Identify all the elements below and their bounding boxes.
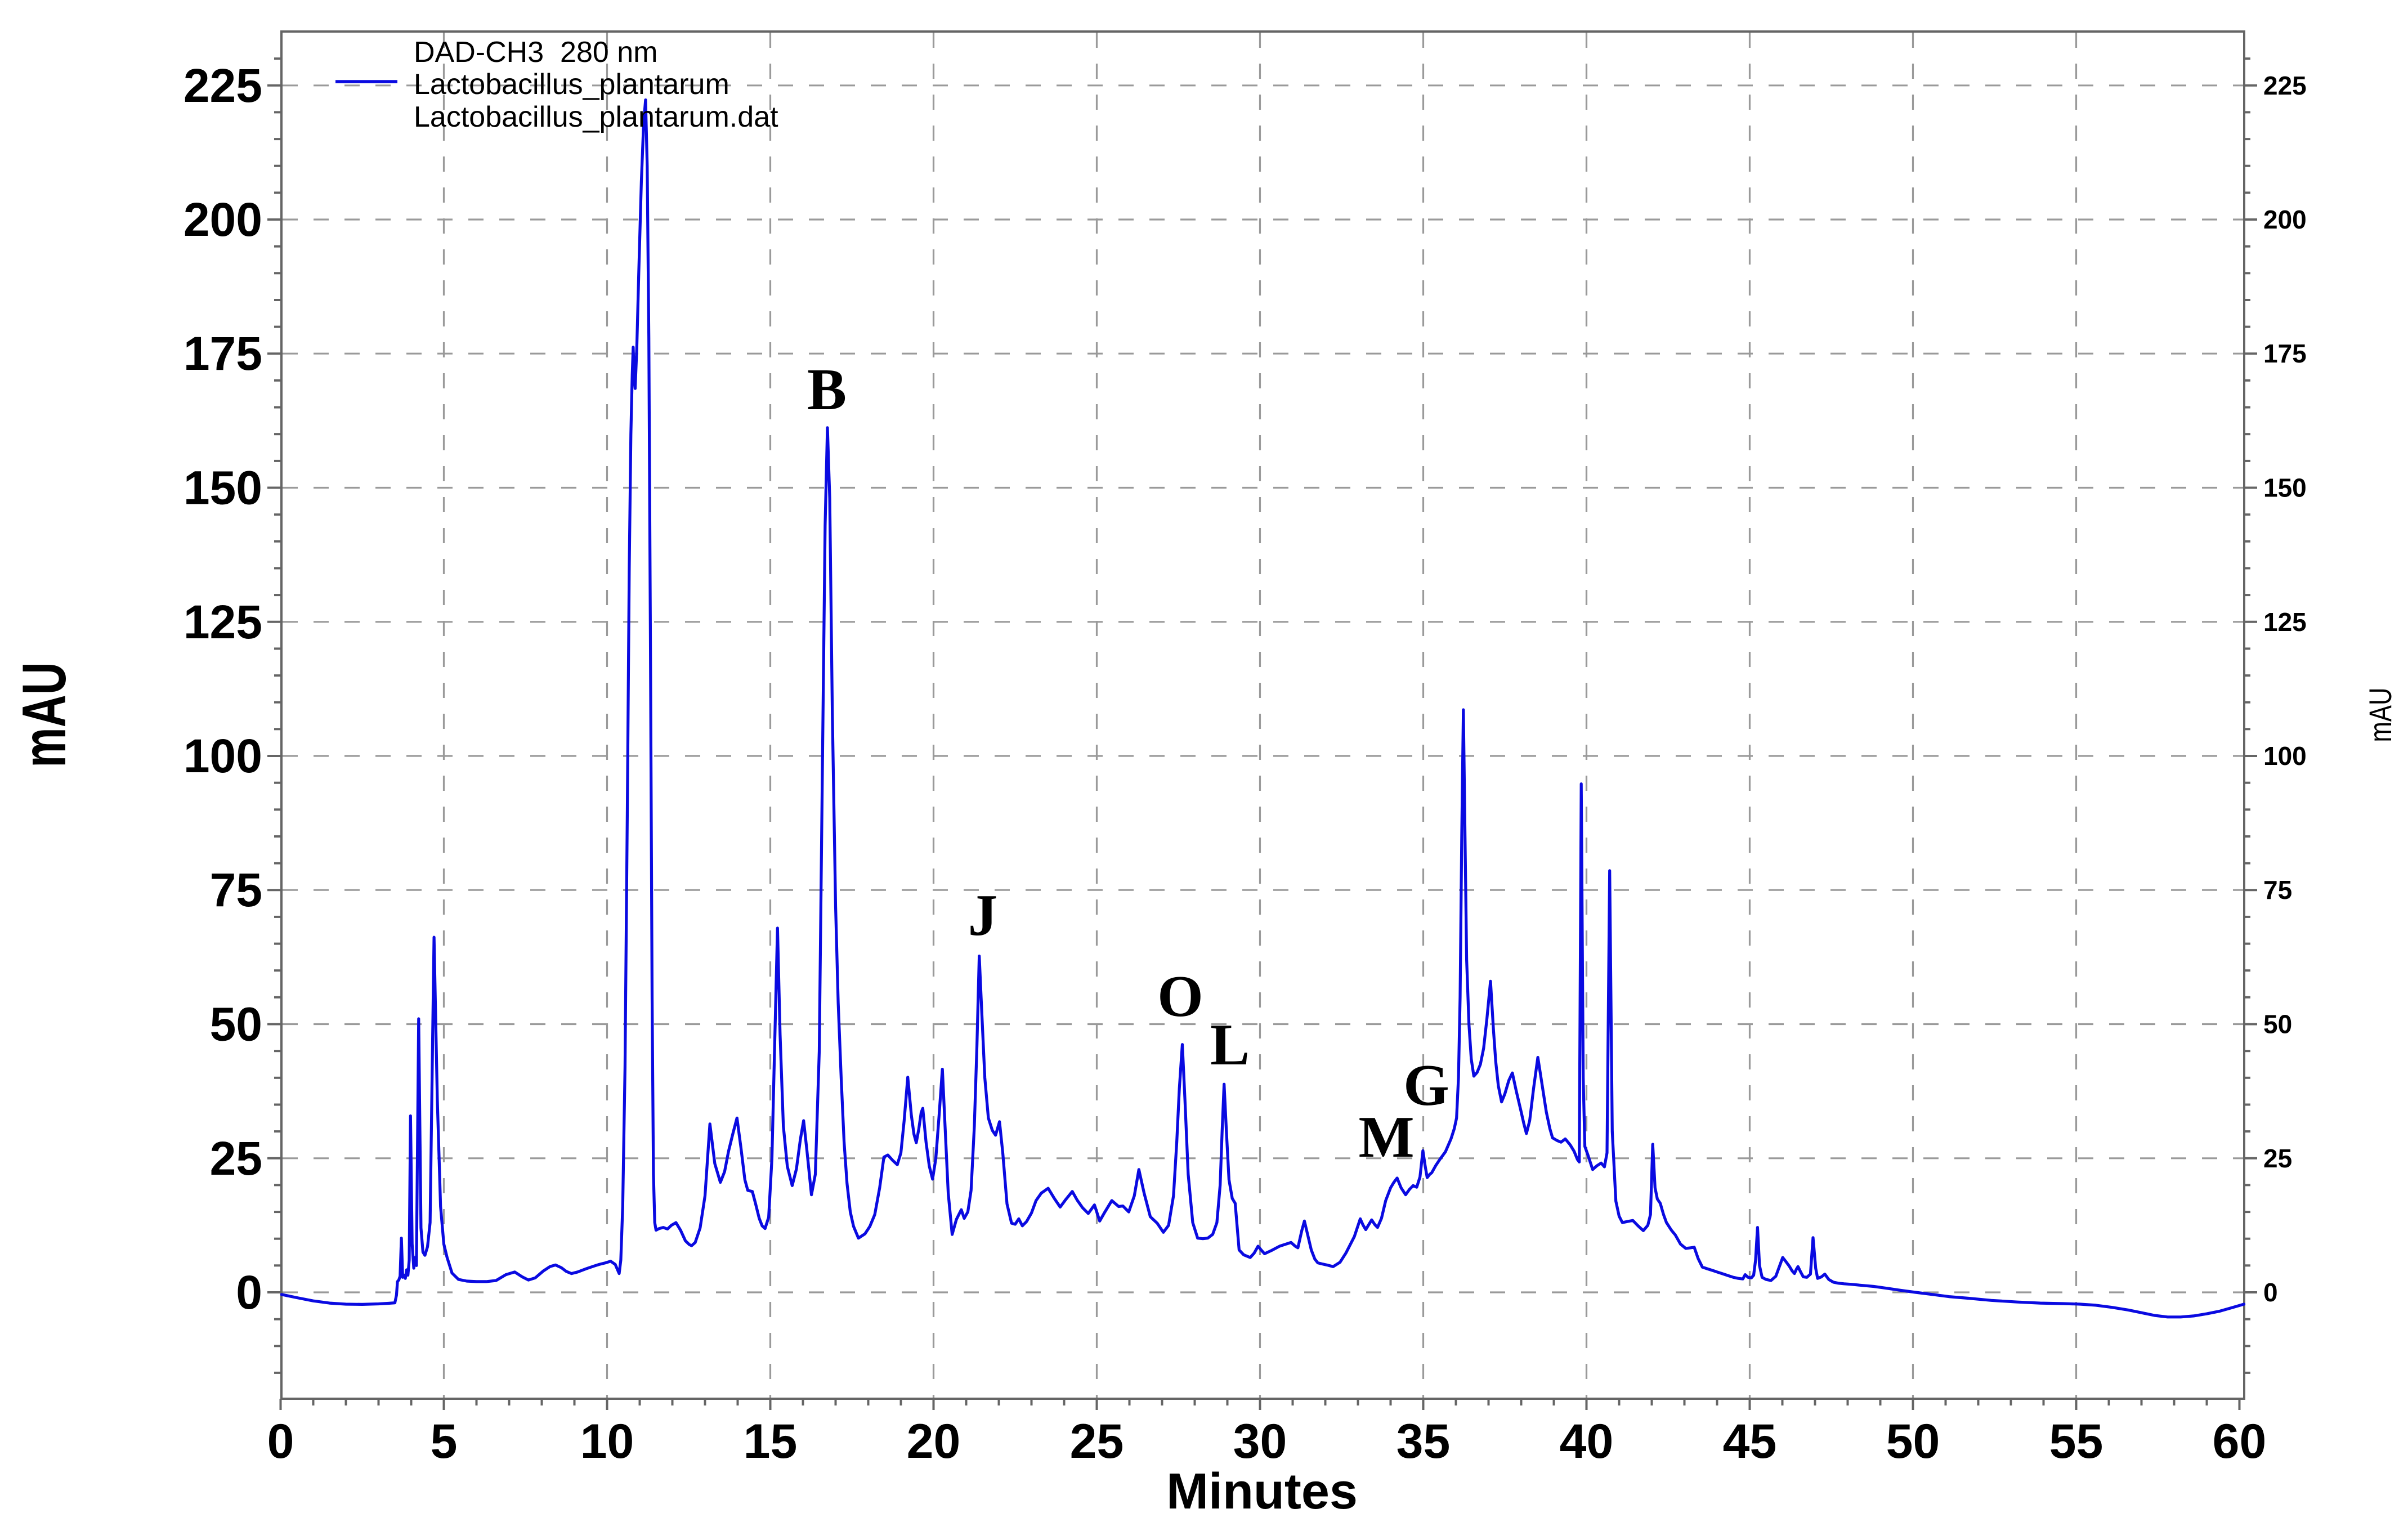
svg-text:mAU: mAU (10, 662, 79, 767)
svg-text:225: 225 (2263, 71, 2307, 100)
svg-text:50: 50 (210, 998, 262, 1051)
svg-text:Lactobacillus_plantarum: Lactobacillus_plantarum (414, 68, 729, 101)
svg-text:225: 225 (183, 59, 262, 112)
svg-text:75: 75 (210, 863, 262, 916)
svg-text:100: 100 (183, 729, 262, 782)
svg-text:20: 20 (907, 1414, 961, 1469)
svg-text:50: 50 (1886, 1414, 1940, 1469)
svg-text:Lactobacillus_plantarum.dat: Lactobacillus_plantarum.dat (414, 101, 778, 133)
svg-text:175: 175 (183, 327, 262, 380)
svg-text:0: 0 (236, 1266, 262, 1319)
svg-text:150: 150 (2263, 473, 2307, 503)
svg-text:40: 40 (1560, 1414, 1614, 1469)
svg-text:55: 55 (2049, 1414, 2103, 1469)
svg-text:M: M (1358, 1104, 1414, 1170)
svg-text:0: 0 (2263, 1278, 2278, 1307)
svg-text:200: 200 (2263, 205, 2307, 234)
svg-text:B: B (807, 356, 847, 422)
svg-text:60: 60 (2213, 1414, 2267, 1469)
svg-text:15: 15 (744, 1414, 798, 1469)
svg-text:G: G (1403, 1052, 1449, 1118)
svg-text:75: 75 (2263, 875, 2292, 905)
svg-text:50: 50 (2263, 1010, 2292, 1039)
svg-text:5: 5 (431, 1414, 458, 1469)
svg-text:25: 25 (1070, 1414, 1124, 1469)
svg-text:175: 175 (2263, 339, 2307, 368)
svg-text:DAD-CH3 280 nm: DAD-CH3 280 nm (414, 36, 657, 69)
svg-text:J: J (968, 882, 998, 948)
svg-text:25: 25 (210, 1132, 262, 1185)
svg-text:Minutes: Minutes (1166, 1463, 1358, 1520)
svg-text:45: 45 (1723, 1414, 1777, 1469)
svg-text:0: 0 (267, 1414, 294, 1469)
svg-text:mAU: mAU (2363, 687, 2398, 742)
svg-text:150: 150 (183, 462, 262, 514)
svg-text:30: 30 (1233, 1414, 1287, 1469)
svg-text:O: O (1157, 963, 1203, 1029)
svg-text:125: 125 (2263, 607, 2307, 637)
svg-text:200: 200 (183, 193, 262, 246)
svg-text:35: 35 (1397, 1414, 1451, 1469)
svg-text:10: 10 (580, 1414, 634, 1469)
svg-text:L: L (1210, 1011, 1250, 1077)
svg-text:125: 125 (183, 596, 262, 648)
svg-text:25: 25 (2263, 1144, 2292, 1173)
svg-text:100: 100 (2263, 741, 2307, 771)
